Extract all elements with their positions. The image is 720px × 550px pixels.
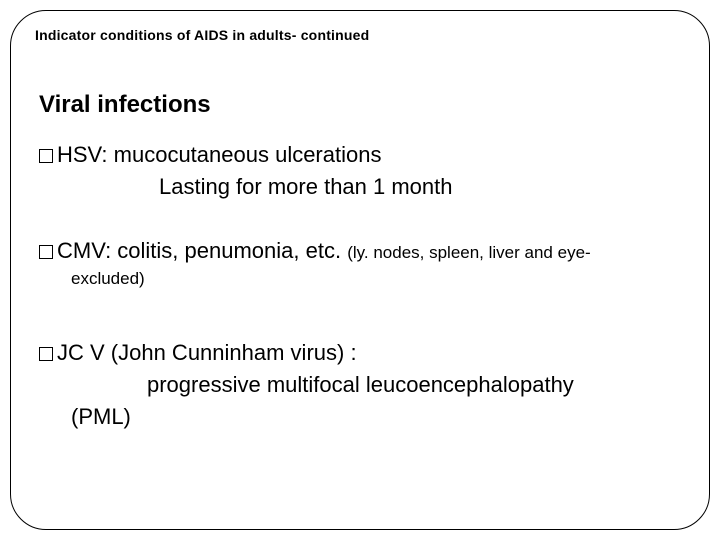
square-bullet-icon	[39, 245, 53, 259]
item-note: (ly. nodes, spleen, liver and eye-	[347, 243, 590, 262]
section-heading: Viral infections	[39, 91, 685, 119]
slide-title: Indicator conditions of AIDS in adults- …	[35, 27, 685, 43]
item-lead-text: JC V (John Cunninham virus) :	[57, 340, 357, 365]
slide-frame: Indicator conditions of AIDS in adults- …	[10, 10, 710, 530]
spacer	[35, 209, 685, 235]
item-note-continuation: excluded)	[39, 267, 685, 292]
item-line: CMV: colitis, penumonia, etc. (ly. nodes…	[39, 235, 685, 267]
list-item: JC V (John Cunninham virus) : progressiv…	[39, 337, 685, 433]
square-bullet-icon	[39, 347, 53, 361]
spacer	[35, 297, 685, 337]
item-line: JC V (John Cunninham virus) :	[39, 337, 685, 369]
list-item: HSV: mucocutaneous ulcerations Lasting f…	[39, 139, 685, 203]
square-bullet-icon	[39, 149, 53, 163]
item-lead-text: CMV: colitis, penumonia, etc.	[57, 238, 347, 263]
list-item: CMV: colitis, penumonia, etc. (ly. nodes…	[39, 235, 685, 292]
item-line: HSV: mucocutaneous ulcerations	[39, 139, 685, 171]
item-tail: (PML)	[39, 401, 685, 433]
item-continuation: progressive multifocal leucoencephalopat…	[39, 369, 685, 401]
item-lead-text: HSV: mucocutaneous ulcerations	[57, 142, 381, 167]
item-continuation: Lasting for more than 1 month	[39, 171, 685, 203]
